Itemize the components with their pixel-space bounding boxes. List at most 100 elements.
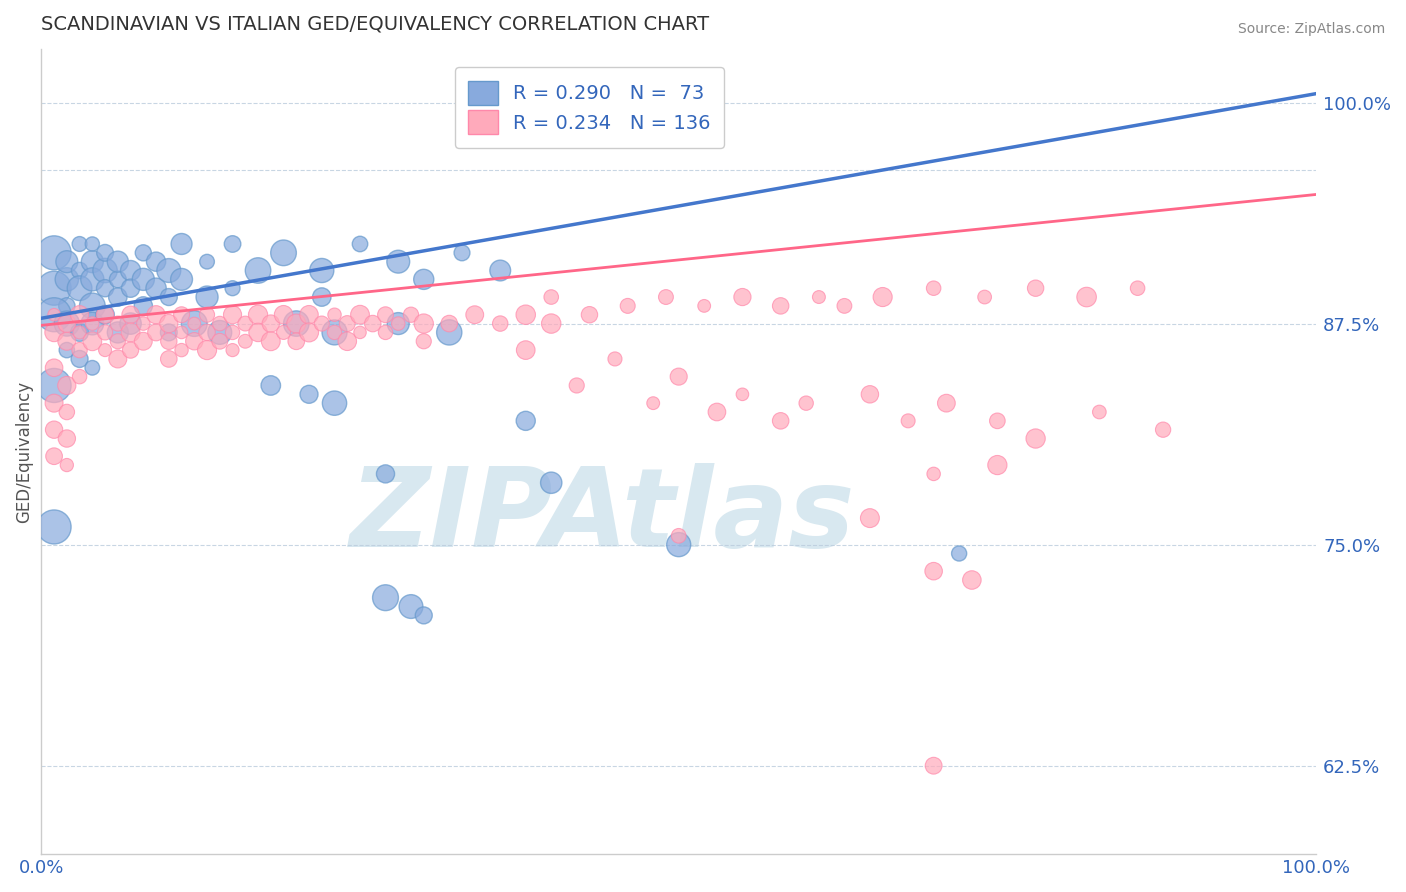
Italians xyxy=(323,326,346,340)
Italians xyxy=(56,317,79,331)
Italians xyxy=(769,299,792,313)
Italians xyxy=(374,308,396,322)
Scandinavians xyxy=(107,254,129,268)
Scandinavians xyxy=(42,378,65,392)
Scandinavians xyxy=(221,281,243,295)
Scandinavians xyxy=(132,272,155,286)
Italians xyxy=(183,317,205,331)
Scandinavians xyxy=(399,599,422,614)
Scandinavians xyxy=(247,263,270,277)
Scandinavians xyxy=(107,326,129,340)
Scandinavians xyxy=(120,263,142,277)
Italians xyxy=(859,387,882,401)
Italians xyxy=(42,326,65,340)
Scandinavians xyxy=(56,272,79,286)
Scandinavians xyxy=(56,317,79,331)
Italians xyxy=(1152,423,1174,437)
Italians xyxy=(157,351,180,366)
Italians xyxy=(834,299,856,313)
Italians xyxy=(157,334,180,349)
Scandinavians xyxy=(948,546,970,560)
Italians xyxy=(655,290,678,304)
Scandinavians xyxy=(132,299,155,313)
Scandinavians xyxy=(82,317,104,331)
Scandinavians xyxy=(69,281,91,295)
Italians xyxy=(107,317,129,331)
Italians xyxy=(56,405,79,419)
Scandinavians xyxy=(69,351,91,366)
Scandinavians xyxy=(221,237,243,252)
Italians xyxy=(56,458,79,472)
Italians xyxy=(298,308,321,322)
Italians xyxy=(922,281,945,295)
Italians xyxy=(973,290,995,304)
Scandinavians xyxy=(311,290,333,304)
Scandinavians xyxy=(412,608,434,623)
Italians xyxy=(668,369,690,384)
Italians xyxy=(935,396,957,410)
Italians xyxy=(769,414,792,428)
Italians xyxy=(515,343,537,357)
Italians xyxy=(464,308,486,322)
Italians xyxy=(69,369,91,384)
Italians xyxy=(132,334,155,349)
Italians xyxy=(94,326,117,340)
Italians xyxy=(56,378,79,392)
Italians xyxy=(285,334,308,349)
Italians xyxy=(336,334,359,349)
Italians xyxy=(349,326,371,340)
Scandinavians xyxy=(82,237,104,252)
Legend: R = 0.290   N =  73, R = 0.234   N = 136: R = 0.290 N = 73, R = 0.234 N = 136 xyxy=(454,67,724,148)
Italians xyxy=(540,290,562,304)
Italians xyxy=(1025,432,1047,446)
Scandinavians xyxy=(412,272,434,286)
Text: SCANDINAVIAN VS ITALIAN GED/EQUIVALENCY CORRELATION CHART: SCANDINAVIAN VS ITALIAN GED/EQUIVALENCY … xyxy=(41,15,710,34)
Italians xyxy=(260,317,283,331)
Italians xyxy=(794,396,817,410)
Italians xyxy=(298,326,321,340)
Italians xyxy=(221,343,243,357)
Italians xyxy=(565,378,588,392)
Italians xyxy=(42,449,65,463)
Scandinavians xyxy=(82,299,104,313)
Italians xyxy=(540,317,562,331)
Scandinavians xyxy=(323,326,346,340)
Scandinavians xyxy=(42,281,65,295)
Scandinavians xyxy=(56,343,79,357)
Scandinavians xyxy=(285,317,308,331)
Scandinavians xyxy=(374,591,396,605)
Italians xyxy=(960,573,983,587)
Y-axis label: GED/Equivalency: GED/Equivalency xyxy=(15,381,32,523)
Italians xyxy=(94,308,117,322)
Text: ZIPAtlas: ZIPAtlas xyxy=(350,463,855,570)
Scandinavians xyxy=(183,317,205,331)
Scandinavians xyxy=(94,245,117,260)
Italians xyxy=(42,360,65,375)
Italians xyxy=(233,334,256,349)
Italians xyxy=(399,308,422,322)
Scandinavians xyxy=(195,290,218,304)
Scandinavians xyxy=(94,281,117,295)
Italians xyxy=(731,290,754,304)
Scandinavians xyxy=(69,263,91,277)
Italians xyxy=(247,308,270,322)
Scandinavians xyxy=(260,378,283,392)
Scandinavians xyxy=(56,254,79,268)
Scandinavians xyxy=(668,538,690,552)
Scandinavians xyxy=(323,396,346,410)
Italians xyxy=(157,317,180,331)
Italians xyxy=(221,326,243,340)
Italians xyxy=(82,334,104,349)
Italians xyxy=(349,308,371,322)
Italians xyxy=(387,317,409,331)
Scandinavians xyxy=(515,414,537,428)
Italians xyxy=(120,343,142,357)
Scandinavians xyxy=(157,326,180,340)
Italians xyxy=(693,299,716,313)
Italians xyxy=(578,308,600,322)
Scandinavians xyxy=(107,272,129,286)
Scandinavians xyxy=(195,254,218,268)
Scandinavians xyxy=(349,237,371,252)
Italians xyxy=(42,423,65,437)
Italians xyxy=(120,308,142,322)
